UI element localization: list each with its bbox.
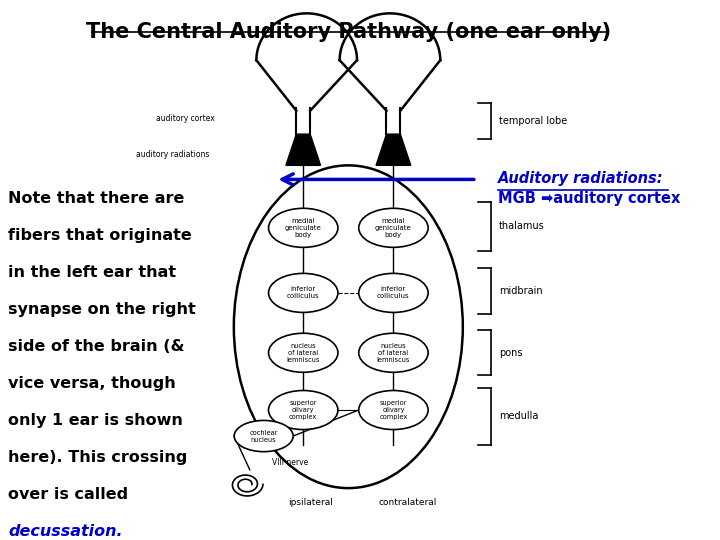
Text: midbrain: midbrain <box>499 286 543 296</box>
Text: auditory cortex: auditory cortex <box>156 114 215 123</box>
Text: inferior
colliculus: inferior colliculus <box>287 286 320 299</box>
Text: nucleus
of lateral
lemniscus: nucleus of lateral lemniscus <box>377 343 410 363</box>
Text: contralateral: contralateral <box>378 498 436 507</box>
Text: decussation.: decussation. <box>9 524 123 539</box>
Text: in the left ear that: in the left ear that <box>9 265 176 280</box>
Ellipse shape <box>359 273 428 313</box>
Text: ipsilateral: ipsilateral <box>288 498 333 507</box>
Text: MGB ➡auditory cortex: MGB ➡auditory cortex <box>498 191 680 206</box>
Text: only 1 ear is shown: only 1 ear is shown <box>9 413 183 428</box>
Text: pons: pons <box>499 348 523 358</box>
Ellipse shape <box>359 333 428 372</box>
Text: superior
olivary
complex: superior olivary complex <box>289 400 318 420</box>
Text: medial
geniculate
body: medial geniculate body <box>285 218 322 238</box>
Ellipse shape <box>269 390 338 429</box>
Ellipse shape <box>359 390 428 429</box>
Text: cochlear
nucleus: cochlear nucleus <box>249 429 278 443</box>
Text: medulla: medulla <box>499 411 539 421</box>
Text: nucleus
of lateral
lemniscus: nucleus of lateral lemniscus <box>287 343 320 363</box>
Text: fibers that originate: fibers that originate <box>9 228 192 244</box>
Text: synapse on the right: synapse on the right <box>9 302 196 318</box>
Text: inferior
colliculus: inferior colliculus <box>377 286 410 299</box>
Ellipse shape <box>234 421 293 451</box>
Text: here). This crossing: here). This crossing <box>9 450 188 465</box>
Text: medial
geniculate
body: medial geniculate body <box>375 218 412 238</box>
Text: temporal lobe: temporal lobe <box>499 116 567 126</box>
Text: superior
olivary
complex: superior olivary complex <box>379 400 408 420</box>
Text: thalamus: thalamus <box>499 221 544 231</box>
Text: over is called: over is called <box>9 487 128 502</box>
Polygon shape <box>286 134 320 165</box>
Text: vice versa, though: vice versa, though <box>9 376 176 391</box>
Polygon shape <box>376 134 411 165</box>
Text: side of the brain (&: side of the brain (& <box>9 339 185 354</box>
Ellipse shape <box>234 165 463 488</box>
Ellipse shape <box>359 208 428 247</box>
Text: VIII nerve: VIII nerve <box>272 457 308 467</box>
Text: auditory radiations: auditory radiations <box>136 151 210 159</box>
Text: Auditory radiations:: Auditory radiations: <box>498 171 663 186</box>
Ellipse shape <box>269 208 338 247</box>
Text: Note that there are: Note that there are <box>9 191 185 206</box>
Text: The Central Auditory Pathway (one ear only): The Central Auditory Pathway (one ear on… <box>86 22 611 42</box>
Ellipse shape <box>269 273 338 313</box>
Ellipse shape <box>269 333 338 372</box>
